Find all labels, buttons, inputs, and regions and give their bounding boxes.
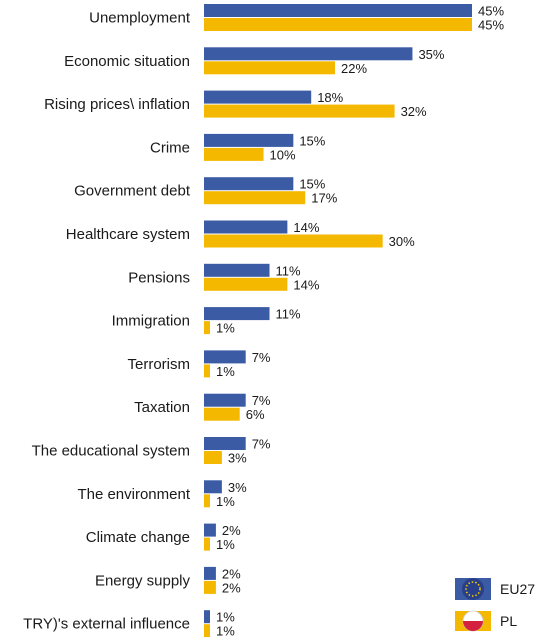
category-label-crime: Crime <box>150 139 190 156</box>
bar-pl-economic-situation <box>204 61 336 75</box>
value-label-eu27-the-environment: 3% <box>228 480 247 495</box>
bar-eu27-crime <box>204 133 294 147</box>
bar-pl-unemployment <box>204 18 472 31</box>
value-label-pl-the-educational-system: 3% <box>228 451 247 466</box>
category-label-healthcare-system: Healthcare system <box>66 226 190 243</box>
value-label-eu27-crime: 15% <box>299 133 325 148</box>
eu-flag-icon <box>455 578 491 600</box>
value-label-eu27-the-educational-system: 7% <box>252 437 271 452</box>
category-label-economic-situation: Economic situation <box>64 53 190 70</box>
value-label-pl-healthcare-system: 30% <box>389 234 415 249</box>
bar-pl-the-educational-system <box>204 451 222 464</box>
legend-label-pl: PL <box>500 613 517 629</box>
bar-eu27-climate-change <box>204 523 216 537</box>
bars-layer <box>204 4 472 637</box>
category-label-government-debt: Government debt <box>74 183 191 200</box>
bar-eu27-energy-supply <box>204 566 216 580</box>
bar-pl-taxation <box>204 407 240 421</box>
bar-pl-rising-prices-inflation <box>204 104 395 118</box>
bar-eu27-the-educational-system <box>204 437 246 450</box>
value-label-pl-pensions: 14% <box>293 277 319 292</box>
bar-pl-terrorism <box>204 364 210 378</box>
value-label-eu27-government-debt: 15% <box>299 177 325 192</box>
category-label-terrorism: Terrorism <box>128 356 191 373</box>
value-label-eu27-terrorism: 7% <box>252 350 271 365</box>
bar-pl-healthcare-system <box>204 234 383 248</box>
value-label-eu27-pensions: 11% <box>276 263 301 278</box>
bar-pl-the-environment <box>204 494 210 508</box>
category-label-energy-supply: Energy supply <box>95 572 191 589</box>
value-label-pl-climate-change: 1% <box>216 537 235 552</box>
category-label-the-environment: The environment <box>77 486 190 503</box>
bar-eu27-government-debt <box>204 177 294 191</box>
value-label-eu27-climate-change: 2% <box>222 523 241 538</box>
bar-pl-pensions <box>204 277 288 291</box>
category-label-pensions: Pensions <box>128 269 190 286</box>
category-label-immigration: Immigration <box>112 313 190 330</box>
value-label-eu27-immigration: 11% <box>276 307 301 322</box>
bar-pl-energy-supply <box>204 580 216 594</box>
value-label-pl-unemployment: 45% <box>478 18 504 33</box>
value-label-pl-government-debt: 17% <box>311 191 337 206</box>
legend: EU27 PL <box>455 578 535 632</box>
value-label-pl-taxation: 6% <box>246 407 265 422</box>
bar-eu27-healthcare-system <box>204 220 288 234</box>
bar-pl-government-debt <box>204 191 306 205</box>
value-label-pl-energy-supply: 2% <box>222 580 241 595</box>
bar-pl-immigration <box>204 321 210 335</box>
bar-pl-try-s-external-influence <box>204 624 210 637</box>
poland-flag-icon <box>455 610 491 632</box>
value-label-pl-try-s-external-influence: 1% <box>216 624 235 637</box>
value-label-pl-terrorism: 1% <box>216 364 235 379</box>
value-label-eu27-rising-prices-inflation: 18% <box>317 90 343 105</box>
value-label-pl-rising-prices-inflation: 32% <box>401 104 427 119</box>
value-label-eu27-healthcare-system: 14% <box>293 220 319 235</box>
bar-eu27-rising-prices-inflation <box>204 90 312 104</box>
category-label-rising-prices-inflation: Rising prices\ inflation <box>44 96 190 113</box>
legend-item-eu27: EU27 <box>455 578 535 600</box>
value-label-eu27-energy-supply: 2% <box>222 566 241 581</box>
legend-label-eu27: EU27 <box>500 581 535 597</box>
value-label-eu27-taxation: 7% <box>252 393 271 408</box>
bar-eu27-economic-situation <box>204 47 413 61</box>
value-label-eu27-economic-situation: 35% <box>418 47 444 62</box>
bar-eu27-try-s-external-influence <box>204 610 210 624</box>
category-label-taxation: Taxation <box>134 399 190 416</box>
bar-eu27-immigration <box>204 307 270 321</box>
bar-eu27-unemployment <box>204 4 472 17</box>
value-label-pl-the-environment: 1% <box>216 494 235 509</box>
category-label-the-educational-system: The educational system <box>32 443 190 460</box>
category-label-climate-change: Climate change <box>86 529 190 546</box>
value-label-pl-crime: 10% <box>270 147 296 162</box>
value-label-eu27-unemployment: 45% <box>478 4 504 19</box>
bar-eu27-the-environment <box>204 480 222 494</box>
bar-eu27-terrorism <box>204 350 246 364</box>
labels-layer: Unemployment 45%45% Economic situation 35% 2… <box>23 4 504 637</box>
bar-pl-crime <box>204 147 264 161</box>
bar-pl-climate-change <box>204 537 210 551</box>
category-label-unemployment: Unemployment <box>89 10 191 27</box>
category-label-try-s-external-influence: TRY)'s external influence <box>23 616 190 633</box>
bar-eu27-pensions <box>204 263 270 277</box>
bar-eu27-taxation <box>204 393 246 407</box>
legend-item-pl: PL <box>455 610 517 632</box>
value-label-eu27-try-s-external-influence: 1% <box>216 610 235 625</box>
value-label-pl-economic-situation: 22% <box>341 61 367 76</box>
value-label-pl-immigration: 1% <box>216 321 235 336</box>
